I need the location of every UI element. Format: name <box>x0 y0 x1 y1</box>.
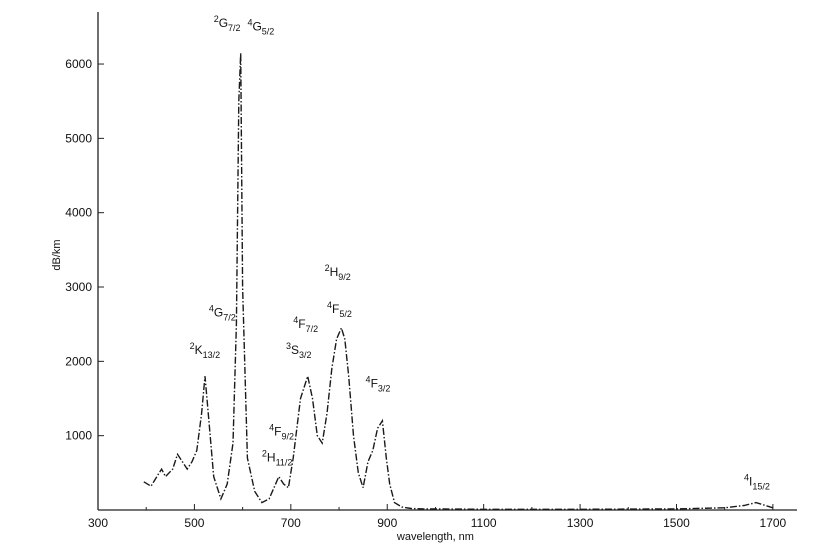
term-label: 4F5/2 <box>327 300 352 319</box>
term-label: 4I15/2 <box>744 472 770 491</box>
y-axis-label: dB/km <box>51 239 63 270</box>
x-tick-label: 300 <box>88 516 108 530</box>
term-label: 2G7/2 <box>214 14 241 33</box>
term-label: 4G7/2 <box>209 304 236 323</box>
x-tick-label: 500 <box>184 516 204 530</box>
term-label: 4F9/2 <box>269 423 294 442</box>
term-label: 4F7/2 <box>293 315 318 334</box>
x-axis-label: wavelength, nm <box>396 531 474 543</box>
y-tick-label: 5000 <box>65 131 92 145</box>
x-tick-label: 1100 <box>471 516 497 530</box>
term-label: 2H11/2 <box>262 449 293 468</box>
term-label: 2H9/2 <box>325 263 351 282</box>
x-tick-label: 700 <box>281 516 301 530</box>
y-tick-label: 2000 <box>65 354 92 368</box>
term-label: 2K13/2 <box>190 341 221 360</box>
term-label: 3S3/2 <box>286 341 312 360</box>
x-tick-label: 900 <box>377 516 397 530</box>
x-tick-label: 1700 <box>760 516 787 530</box>
term-label: 4G5/2 <box>247 18 274 37</box>
y-tick-label: 3000 <box>65 280 92 294</box>
y-tick-label: 1000 <box>65 429 92 443</box>
y-tick-label: 4000 <box>65 206 92 220</box>
series-line <box>143 52 774 510</box>
y-tick-label: 6000 <box>65 57 92 71</box>
ticks: 300 500 700 900 1100 1300 1500 1700 1000 2000 3000… <box>65 57 786 530</box>
axes <box>97 12 797 511</box>
annotations: 2G7/2 4G5/2 4G7/2 2K13/2 2H11/2 4F9/2 4F7/2 3S3… <box>190 14 770 492</box>
term-label: 4F3/2 <box>366 374 391 393</box>
x-tick-label: 1300 <box>567 516 594 530</box>
x-tick-label: 1500 <box>663 516 690 530</box>
series <box>143 52 774 510</box>
